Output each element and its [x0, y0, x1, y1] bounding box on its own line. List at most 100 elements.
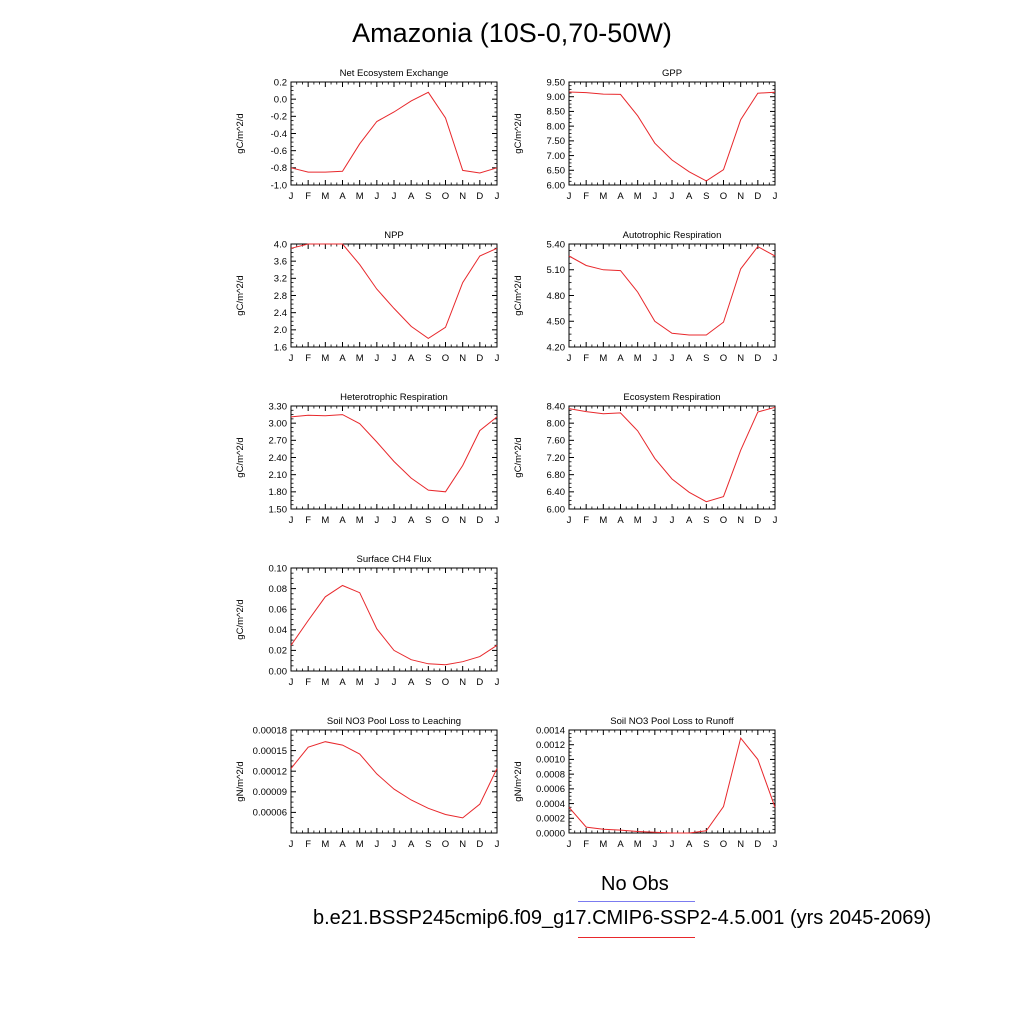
- series-line-model: [290, 741, 498, 819]
- x-tick-label: S: [425, 677, 431, 688]
- x-tick-label: D: [476, 839, 483, 850]
- x-tick-label: A: [686, 515, 693, 526]
- plot-frame: [290, 729, 498, 834]
- y-tick-label: 0.00006: [253, 808, 287, 819]
- y-axis-label: gC/m^2/d: [513, 275, 524, 315]
- y-tick-label: 6.00: [547, 504, 566, 515]
- y-tick-label: 0.0012: [536, 740, 565, 751]
- y-tick-label: 1.80: [269, 487, 288, 498]
- x-tick-label: F: [583, 839, 589, 850]
- legend-obs-label: No Obs: [601, 873, 669, 895]
- x-tick-label: F: [583, 515, 589, 526]
- y-axis-label: gC/m^2/d: [235, 113, 246, 153]
- y-tick-label: 8.00: [547, 418, 566, 429]
- y-axis-label: gC/m^2/d: [513, 437, 524, 477]
- x-tick-label: M: [356, 677, 364, 688]
- y-tick-label: 0.0008: [536, 769, 565, 780]
- y-tick-label: 0.00: [269, 666, 288, 677]
- x-tick-label: M: [599, 191, 607, 202]
- x-tick-label: A: [617, 353, 624, 364]
- x-tick-label: D: [754, 839, 761, 850]
- x-tick-label: S: [703, 839, 709, 850]
- x-tick-label: S: [425, 515, 431, 526]
- y-tick-label: 1.50: [269, 504, 288, 515]
- x-tick-label: N: [737, 515, 744, 526]
- y-tick-label: 0.0000: [536, 828, 565, 839]
- x-tick-label: A: [339, 839, 346, 850]
- x-tick-label: J: [374, 191, 379, 202]
- x-tick-label: D: [754, 191, 761, 202]
- x-tick-label: J: [652, 839, 657, 850]
- y-tick-label: 6.40: [547, 487, 566, 498]
- series-line-model: [568, 737, 776, 834]
- y-tick-label: -0.6: [271, 146, 287, 157]
- x-tick-label: M: [634, 839, 642, 850]
- x-tick-label: M: [356, 515, 364, 526]
- x-tick-label: J: [392, 191, 397, 202]
- panel-title-autotrophic-respiration: Autotrophic Respiration: [623, 230, 722, 241]
- x-tick-label: O: [442, 839, 449, 850]
- x-tick-label: J: [374, 839, 379, 850]
- y-tick-label: 2.8: [274, 291, 287, 302]
- panel-title-surface-ch4-flux: Surface CH4 Flux: [357, 554, 432, 565]
- x-tick-label: N: [459, 353, 466, 364]
- y-axis-label: gC/m^2/d: [235, 275, 246, 315]
- y-tick-label: 0.10: [269, 563, 288, 574]
- x-tick-label: J: [567, 515, 572, 526]
- plot-frame: [568, 405, 776, 510]
- y-tick-label: 8.00: [547, 121, 566, 132]
- y-tick-label: 7.50: [547, 136, 566, 147]
- y-tick-label: 3.00: [269, 418, 288, 429]
- x-tick-label: F: [583, 353, 589, 364]
- x-tick-label: F: [583, 191, 589, 202]
- y-tick-label: 2.40: [269, 453, 288, 464]
- legend-obs-line: [578, 901, 695, 902]
- y-tick-label: 9.50: [547, 77, 566, 88]
- x-tick-label: M: [356, 839, 364, 850]
- x-tick-label: N: [459, 515, 466, 526]
- x-tick-label: O: [442, 191, 449, 202]
- x-tick-label: S: [703, 191, 709, 202]
- x-tick-label: M: [634, 515, 642, 526]
- y-axis-label: gC/m^2/d: [235, 437, 246, 477]
- x-tick-label: N: [737, 353, 744, 364]
- x-tick-label: S: [425, 191, 431, 202]
- x-tick-label: D: [476, 515, 483, 526]
- x-tick-label: S: [703, 515, 709, 526]
- x-tick-label: A: [339, 191, 346, 202]
- y-tick-label: 0.0014: [536, 725, 565, 736]
- x-tick-label: J: [670, 839, 675, 850]
- y-tick-label: 7.00: [547, 151, 566, 162]
- y-tick-label: 0.04: [269, 625, 288, 636]
- x-tick-label: M: [356, 353, 364, 364]
- x-tick-label: J: [289, 515, 294, 526]
- x-tick-label: J: [670, 353, 675, 364]
- y-tick-label: 9.00: [547, 92, 566, 103]
- x-tick-label: J: [652, 515, 657, 526]
- y-tick-label: 7.60: [547, 436, 566, 447]
- x-tick-label: M: [634, 353, 642, 364]
- y-tick-label: 0.02: [269, 646, 288, 657]
- x-tick-label: J: [289, 839, 294, 850]
- x-tick-label: A: [408, 839, 415, 850]
- x-tick-label: J: [495, 515, 500, 526]
- x-tick-label: J: [374, 353, 379, 364]
- x-tick-label: A: [339, 515, 346, 526]
- x-tick-label: O: [720, 839, 727, 850]
- y-tick-label: 5.10: [547, 265, 566, 276]
- y-tick-label: 8.40: [547, 401, 566, 412]
- panel-title-npp: NPP: [384, 230, 404, 241]
- x-tick-label: J: [652, 191, 657, 202]
- x-tick-label: A: [686, 191, 693, 202]
- x-tick-label: J: [773, 191, 778, 202]
- y-tick-label: 2.10: [269, 470, 288, 481]
- x-tick-label: J: [670, 191, 675, 202]
- y-tick-label: 6.50: [547, 166, 566, 177]
- panel-title-soil-no3-pool-loss-to-runoff: Soil NO3 Pool Loss to Runoff: [610, 716, 734, 727]
- plot-frame: [568, 243, 776, 348]
- x-tick-label: J: [567, 353, 572, 364]
